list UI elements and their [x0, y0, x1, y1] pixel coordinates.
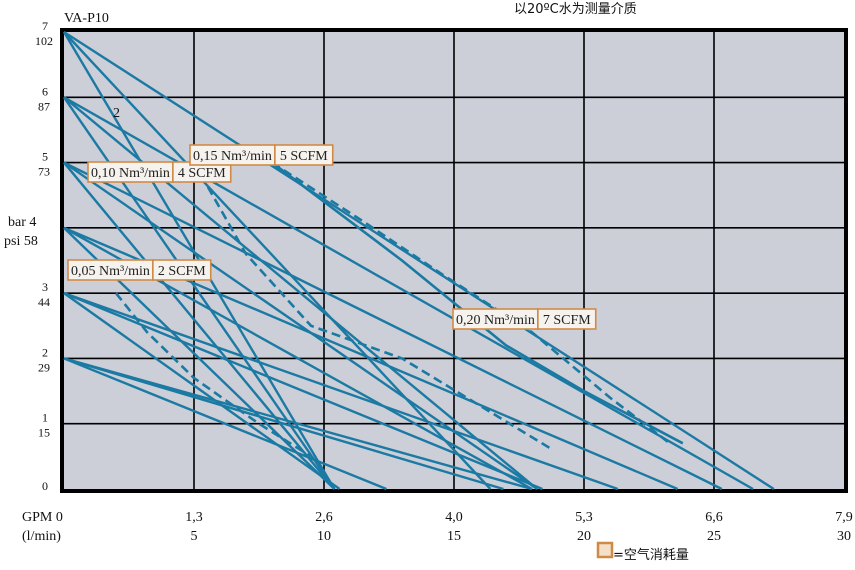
pressure-curve-12 [63, 357, 387, 491]
chart-title: VA-P10 [64, 11, 109, 26]
air-label-box-scfm [152, 259, 212, 281]
measurement-note: 以20ºC水为测量介质 [514, 2, 637, 17]
x-axis-gpm-label: GPM 0 [22, 510, 63, 525]
pressure-curve-9 [63, 161, 336, 490]
air-label-scfm: 7 SCFM [543, 313, 591, 328]
air-label-scfm: 5 SCFM [280, 149, 328, 164]
x-tick-gpm: 2,6 [315, 510, 333, 525]
x-tick-lmin: 20 [577, 529, 591, 544]
air-label-box-scfm [274, 144, 334, 166]
pressure-curve-5 [63, 292, 543, 491]
x-tick-gpm: 4,0 [445, 510, 463, 525]
legend-text: =空气消耗量 [613, 547, 689, 563]
pressure-curve-17 [63, 292, 619, 491]
pressure-curve-15 [63, 161, 723, 491]
air-label-nm: 0,05 Nm³/min [71, 264, 150, 279]
curve-number-label: 2 [113, 106, 120, 121]
y-tick-bar: 0 [42, 479, 48, 493]
y-tick-bar: 1 [42, 411, 48, 425]
y-tick-bar: 3 [42, 280, 48, 294]
air-label-scfm: 2 SCFM [158, 264, 206, 279]
pressure-curve-1 [63, 31, 492, 490]
y-tick-bar: 7 [42, 19, 48, 33]
y-axis-psi-label: psi 58 [4, 234, 38, 249]
air-consumption-curve-3 [271, 161, 671, 445]
air-label-nm: 0,20 Nm³/min [456, 313, 535, 328]
pressure-curve-3 [63, 161, 538, 490]
pressure-curve-11 [63, 292, 341, 490]
air-consumption-labels: 0,05 Nm³/min 2 SCFM 0,10 Nm³/min 4 SCFM 0,15… [67, 144, 597, 330]
y-tick-psi: 29 [38, 360, 50, 374]
x-tick-lmin: 25 [707, 529, 721, 544]
x-axis-lmin-label: (l/min) [22, 529, 61, 544]
x-axis-ticks: 1,3 5 2,6 10 4,0 15 5,3 20 6,6 25 7,9 30 [185, 510, 853, 544]
x-tick-lmin: 15 [447, 529, 461, 544]
x-tick-lmin: 5 [191, 529, 198, 544]
x-tick-lmin: 10 [317, 529, 331, 544]
x-tick-gpm: 7,9 [835, 510, 853, 525]
air-consumption-curve-2 [192, 161, 554, 451]
y-tick-psi: 102 [35, 34, 53, 48]
x-tick-gpm: 6,6 [705, 510, 723, 525]
air-label-box-scfm [537, 308, 597, 330]
pressure-curve-18 [63, 357, 504, 491]
pressure-curve-6 [63, 357, 533, 491]
legend-swatch [596, 541, 614, 559]
y-tick-psi: 15 [38, 426, 50, 440]
x-tick-gpm: 5,3 [575, 510, 593, 525]
y-tick-bar: 6 [42, 84, 48, 98]
plot-frame [60, 28, 848, 493]
y-tick-psi: 73 [38, 165, 50, 179]
y-tick-bar: 5 [42, 150, 48, 164]
y-tick-psi: 87 [38, 99, 50, 113]
air-label-nm: 0,15 Nm³/min [193, 149, 272, 164]
x-tick-gpm: 1,3 [185, 510, 203, 525]
y-tick-psi: 44 [38, 295, 50, 309]
y-axis-bar-label: bar 4 [8, 215, 36, 230]
air-label-nm: 0,10 Nm³/min [91, 166, 170, 181]
air-consumption-curve-1 [114, 292, 312, 458]
x-tick-lmin: 30 [837, 529, 851, 544]
air-label-scfm: 4 SCFM [178, 166, 226, 181]
pressure-curve-13 [63, 30, 775, 491]
air-consumption-curve-4 [271, 161, 684, 445]
y-tick-bar: 2 [42, 345, 48, 359]
